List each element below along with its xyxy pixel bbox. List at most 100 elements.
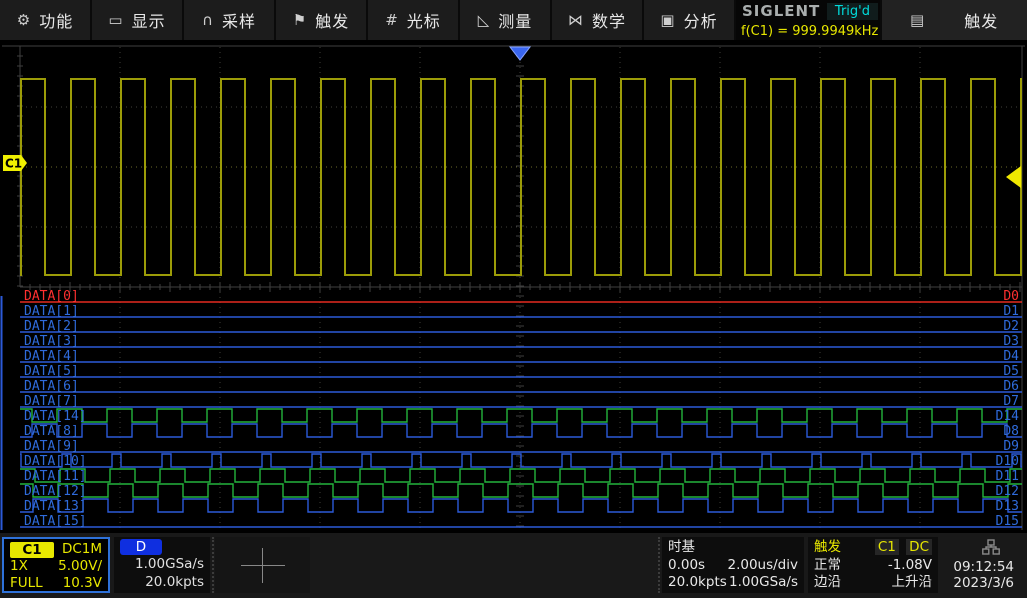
analog-trace-c1 [20,78,1022,276]
trigger-slope: 上升沿 [891,574,933,590]
timebase-scale: 2.00us/div [727,556,798,573]
digital-channels-box[interactable]: D 1.00GSa/s 20.0kpts [114,537,210,593]
trigger-mode: 正常 [814,556,841,573]
waveform-display[interactable]: DATA[0] D0 DATA[1] D1 DATA[2] D2 DATA[3] D3 DATA… [0,0,1027,533]
digital-label-D4[interactable]: DATA[4] [24,349,79,364]
digital-trace-D12 [20,483,1022,498]
digital-right-label-D4: D4 [1003,349,1019,364]
menu-item-analysis[interactable]: ▣ 分析 [644,0,736,40]
divider [212,537,214,593]
ruler-icon: ◺ [477,10,490,29]
clock-box: 09:12:54 2023/3/6 [938,537,1024,593]
menu-label: 测量 [498,12,533,31]
digital-label-D13[interactable]: DATA[13] [24,499,87,514]
digital-label-D2[interactable]: DATA[2] [24,319,79,334]
menu-label: 光标 [406,12,441,31]
logo-block: SIGLENT Trig'd f(C1) = 999.9949kHz [736,0,882,40]
timebase-sample-rate: 1.00GSa/s [729,574,798,590]
menu-label: 触发 [315,12,350,31]
trigger-menu-label: 触发 [964,12,999,31]
trigger-status-badge: Trig'd [826,2,878,20]
digital-right-label-D5: D5 [1003,364,1019,379]
trigger-box[interactable]: 触发 C1 DC 正常 -1.08V 边沿 上升沿 [808,537,938,593]
clock-date: 2023/3/6 [953,575,1014,591]
timebase-box[interactable]: 时基 0.00s 2.00us/div 20.0kpts 1.00GSa/s [662,537,804,593]
digital-right-label-D9: D9 [1003,439,1019,454]
menu-item-trigger[interactable]: ⚑ 触发 [276,0,368,40]
digital-right-label-D11: D11 [996,469,1019,484]
plus-icon [241,565,285,566]
trigger-level-marker[interactable] [1006,166,1021,188]
digital-right-label-D15: D15 [996,514,1019,529]
menu-label: 数学 [591,12,626,31]
digital-label-D7[interactable]: DATA[7] [24,394,79,409]
c1-probe: 1X [10,558,28,574]
trigger-coupling-badge: DC [906,539,932,555]
digital-label-D11[interactable]: DATA[11] [24,469,87,484]
digital-right-label-D3: D3 [1003,334,1019,349]
cursor-grid-icon: # [385,10,398,29]
menu-item-acquire[interactable]: ∩ 采样 [184,0,276,40]
trigger-source-badge: C1 [874,539,899,555]
digital-right-label-D0: D0 [1003,289,1019,304]
menu-item-math[interactable]: ⋈ 数学 [552,0,644,40]
digital-trace-D14 [20,408,1022,423]
digital-label-D5[interactable]: DATA[5] [24,364,79,379]
frequency-counter-readout: f(C1) = 999.9949kHz [741,23,879,39]
trigger-level: -1.08V [887,556,932,573]
clipboard-icon: ▤ [910,10,925,29]
menu-bar: ⚙ 功能 ▭ 显示 ∩ 采样 ⚑ 触发 # 光标 ◺ 测量 ⋈ 数学 ▣ 分析 SIGLENT Trig'd … [0,0,1027,40]
siglent-logo: SIGLENT [742,2,821,20]
digital-right-label-D1: D1 [1003,304,1019,319]
acquire-icon: ∩ [202,10,213,29]
c1-position-marker[interactable]: C1 [3,155,27,171]
digital-label-D6[interactable]: DATA[6] [24,379,79,394]
plus-icon [262,548,263,583]
analysis-icon: ▣ [660,10,675,29]
c1-coupling: DC1M [61,541,102,557]
digital-label-D14[interactable]: DATA[14] [24,409,87,424]
menu-item-cursor[interactable]: # 光标 [368,0,460,40]
digital-mem-depth: 20.0kpts [145,574,204,590]
channel-c1-box[interactable]: C1 DC1M 1X 5.00V/ FULL 10.3V [2,537,110,593]
digital-sample-rate: 1.00GSa/s [135,556,204,572]
menu-item-function[interactable]: ⚙ 功能 [0,0,92,40]
add-channel-slot[interactable] [215,537,310,593]
digital-right-label-D14: D14 [996,409,1020,424]
menu-label: 分析 [683,12,718,31]
digital-label-D12[interactable]: DATA[12] [24,484,87,499]
trigger-position-marker[interactable] [508,46,532,61]
gear-icon: ⚙ [16,10,31,29]
menu-label: 采样 [221,12,256,31]
c1-scale: 5.00V/ [58,558,102,574]
c1-badge: C1 [10,541,54,558]
timebase-delay: 0.00s [668,556,706,573]
svg-text:C1: C1 [5,157,22,171]
digital-label-D9[interactable]: DATA[9] [24,439,79,454]
digital-trace-D11 [20,468,1022,483]
timebase-mem-depth: 20.0kpts [668,574,727,590]
digital-right-label-D6: D6 [1003,379,1019,394]
digital-trace-D10 [20,453,1022,468]
menu-item-measure[interactable]: ◺ 测量 [460,0,552,40]
digital-label-D15[interactable]: DATA[15] [24,514,87,529]
digital-right-label-D13: D13 [996,499,1019,514]
menu-item-trigger-panel[interactable]: ▤ 触发 [882,0,1027,40]
divider [658,537,660,593]
menu-label: 功能 [39,12,74,31]
digital-label-D1[interactable]: DATA[1] [24,304,79,319]
status-bar: C1 DC1M 1X 5.00V/ FULL 10.3V D 1.00GSa/s… [0,533,1027,598]
digital-right-label-D10: D10 [996,454,1019,469]
digital-badge: D [120,539,162,555]
digital-trace-D13 [20,498,1022,513]
digital-right-label-D7: D7 [1003,394,1019,409]
digital-trace-D8 [20,423,1022,438]
digital-label-D0[interactable]: DATA[0] [24,289,79,304]
display-icon: ▭ [108,10,123,29]
digital-label-D8[interactable]: DATA[8] [24,424,79,439]
digital-label-D3[interactable]: DATA[3] [24,334,79,349]
digital-label-D10[interactable]: DATA[10] [24,454,87,469]
menu-item-display[interactable]: ▭ 显示 [92,0,184,40]
digital-right-label-D2: D2 [1003,319,1019,334]
